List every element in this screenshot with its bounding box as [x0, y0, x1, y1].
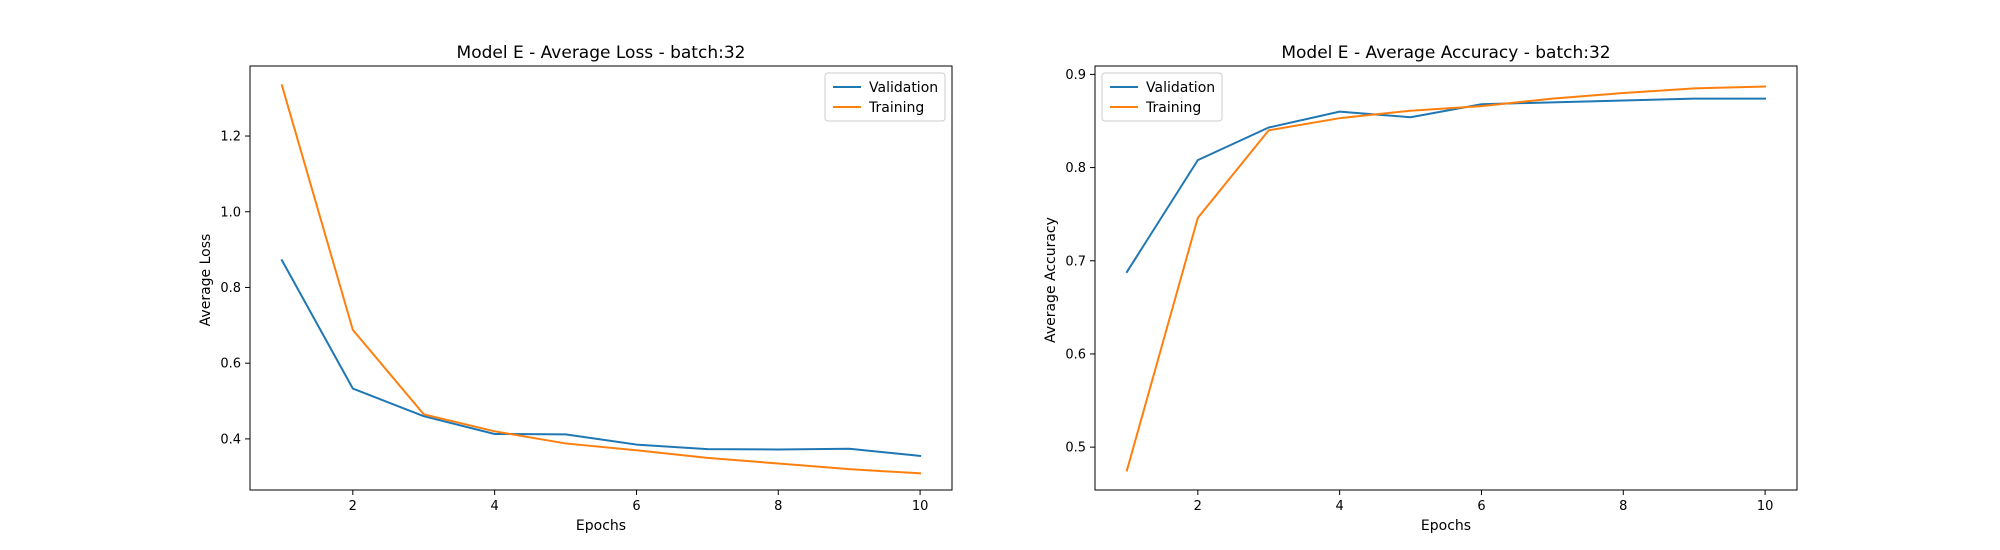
x-tick-label: 4 [490, 499, 498, 514]
series-line-validation [1125, 97, 1767, 274]
legend-label-validation: Validation [869, 80, 938, 96]
x-tick-label: 8 [1619, 499, 1627, 514]
series-line-training [280, 84, 922, 475]
y-tick-label: 1.2 [220, 130, 241, 145]
legend: Validation Training [824, 72, 946, 122]
accuracy-chart: Model E - Average Accuracy - batch:32 Ep… [1043, 43, 1798, 534]
y-tick-label: 0.7 [1065, 254, 1086, 269]
chart-title: Model E - Average Loss - batch:32 [457, 43, 746, 63]
x-tick-label: 10 [1757, 499, 1774, 514]
y-tick-label: 1.0 [220, 205, 241, 220]
x-tick-label: 8 [774, 499, 782, 514]
y-tick-label: 0.5 [1065, 441, 1086, 456]
y-tick-label: 0.9 [1065, 68, 1086, 83]
chart-title: Model E - Average Accuracy - batch:32 [1281, 43, 1610, 63]
axis-ticks: 2 4 6 8 10 0.4 0.6 0.8 1.0 1.2 [220, 130, 928, 514]
y-tick-label: 0.4 [220, 432, 241, 447]
x-tick-label: 6 [632, 499, 640, 514]
axes-frame [249, 65, 953, 491]
legend-label-training: Training [868, 100, 924, 116]
legend: Validation Training [1101, 72, 1223, 122]
x-tick-label: 4 [1335, 499, 1343, 514]
axis-ticks: 2 4 6 8 10 0.5 0.6 0.7 0.8 0.9 [1065, 68, 1773, 514]
y-tick-label: 0.8 [220, 281, 241, 296]
axes-frame [1094, 65, 1798, 491]
y-tick-label: 0.6 [220, 357, 241, 372]
y-axis-label: Average Accuracy [1043, 217, 1059, 343]
plot-lines [1125, 85, 1767, 472]
loss-chart: Model E - Average Loss - batch:32 Epochs… [198, 43, 953, 534]
x-tick-label: 6 [1477, 499, 1485, 514]
x-tick-label: 10 [912, 499, 929, 514]
x-tick-label: 2 [1194, 499, 1202, 514]
legend-box [824, 72, 946, 122]
x-axis-label: Epochs [576, 518, 626, 534]
y-tick-label: 0.8 [1065, 161, 1086, 176]
series-line-validation [280, 258, 922, 458]
legend-label-validation: Validation [1146, 80, 1215, 96]
legend-label-training: Training [1145, 100, 1201, 116]
x-tick-label: 2 [349, 499, 357, 514]
y-tick-label: 0.6 [1065, 347, 1086, 362]
legend-box [1101, 72, 1223, 122]
series-line-training [1125, 85, 1767, 472]
y-axis-label: Average Loss [198, 234, 214, 327]
plot-lines [280, 84, 922, 475]
x-axis-label: Epochs [1421, 518, 1471, 534]
